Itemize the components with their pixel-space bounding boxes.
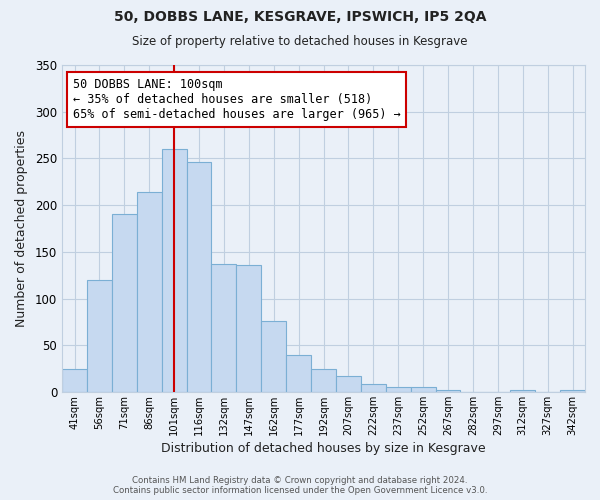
- X-axis label: Distribution of detached houses by size in Kesgrave: Distribution of detached houses by size …: [161, 442, 486, 455]
- Bar: [386, 387, 410, 392]
- Bar: [211, 264, 236, 392]
- Bar: [112, 214, 137, 392]
- Bar: [137, 192, 161, 392]
- Text: 50, DOBBS LANE, KESGRAVE, IPSWICH, IP5 2QA: 50, DOBBS LANE, KESGRAVE, IPSWICH, IP5 2…: [114, 10, 486, 24]
- Text: 50 DOBBS LANE: 100sqm
← 35% of detached houses are smaller (518)
65% of semi-det: 50 DOBBS LANE: 100sqm ← 35% of detached …: [73, 78, 400, 121]
- Bar: [311, 368, 336, 392]
- Bar: [62, 370, 87, 392]
- Bar: [336, 376, 361, 392]
- Text: Contains HM Land Registry data © Crown copyright and database right 2024.
Contai: Contains HM Land Registry data © Crown c…: [113, 476, 487, 495]
- Bar: [161, 149, 187, 392]
- Bar: [87, 280, 112, 392]
- Bar: [410, 387, 436, 392]
- Bar: [286, 354, 311, 392]
- Bar: [261, 321, 286, 392]
- Bar: [361, 384, 386, 392]
- Y-axis label: Number of detached properties: Number of detached properties: [15, 130, 28, 327]
- Bar: [187, 162, 211, 392]
- Bar: [510, 390, 535, 392]
- Bar: [436, 390, 460, 392]
- Bar: [236, 265, 261, 392]
- Bar: [560, 390, 585, 392]
- Text: Size of property relative to detached houses in Kesgrave: Size of property relative to detached ho…: [132, 35, 468, 48]
